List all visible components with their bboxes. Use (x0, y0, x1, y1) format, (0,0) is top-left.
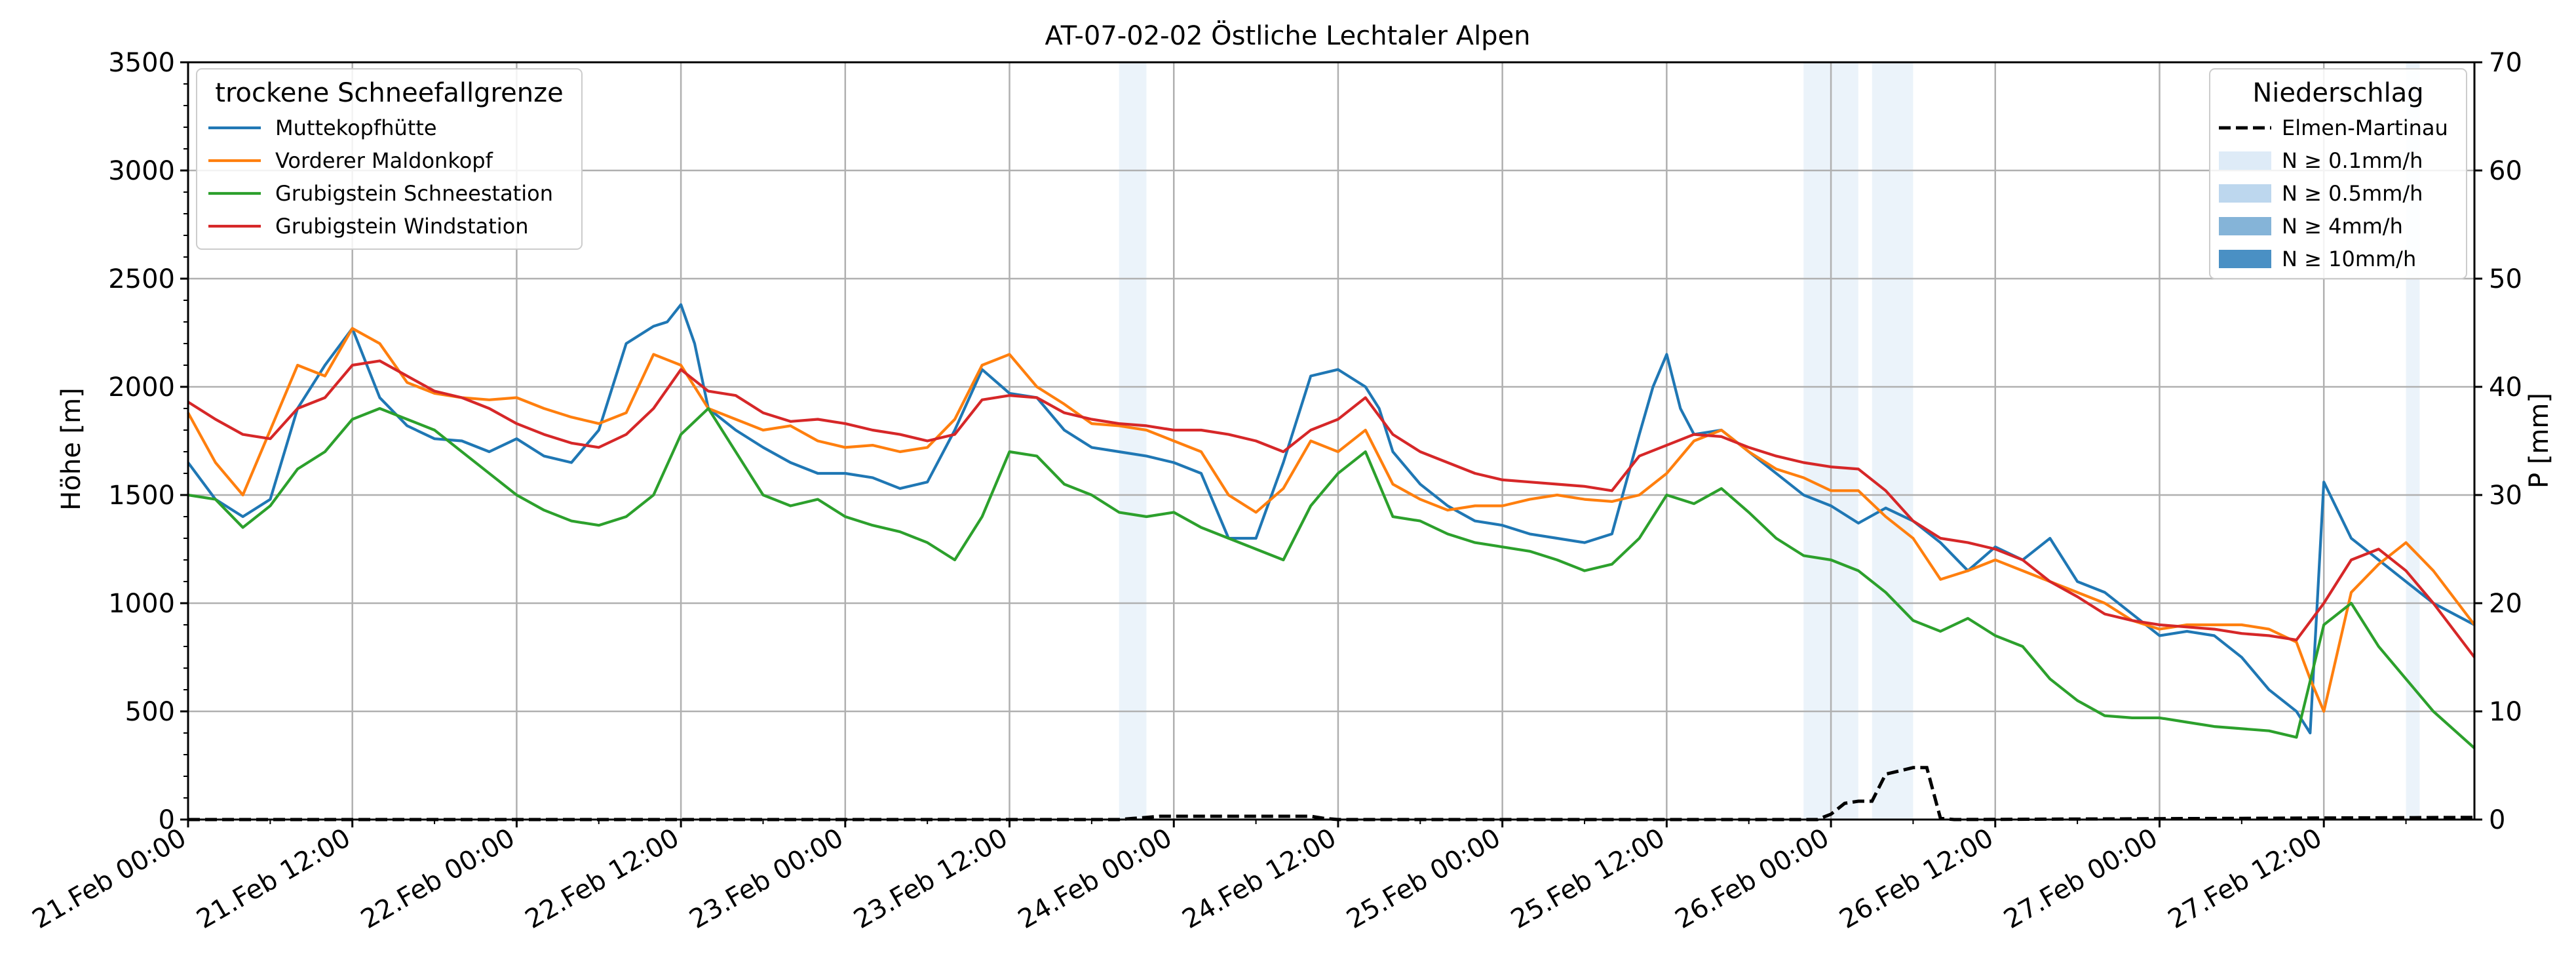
precip-band-2 (1872, 62, 1913, 820)
x-tick-label-12: 27.Feb 00:00 (1999, 823, 2163, 935)
y2-tick-label-4: 40 (2489, 372, 2522, 403)
legend-left-label-1: Vorderer Maldonkopf (275, 148, 493, 173)
x-tick-label-8: 25.Feb 00:00 (1341, 823, 1505, 935)
legend-right-box (2209, 68, 2467, 279)
y2-tick-label-1: 10 (2489, 697, 2522, 727)
x-tick-label-10: 26.Feb 00:00 (1670, 823, 1834, 935)
legend-right-swatch-3 (2219, 217, 2271, 235)
legend-right-label-1: N ≥ 0.1mm/h (2282, 148, 2423, 173)
y2-axis-label: P [mm] (2524, 393, 2554, 488)
x-tick-label-13: 27.Feb 12:00 (2163, 823, 2327, 935)
y2-tick-label-3: 30 (2489, 481, 2522, 511)
legend-left-label-0: Muttekopfhütte (275, 115, 437, 140)
legend-niederschlag: Niederschlag Elmen-Martinau N ≥ 0.1mm/h N ≥… (2209, 68, 2467, 279)
y2-tick-label-6: 60 (2489, 156, 2522, 186)
legend-right-swatch-2 (2219, 184, 2271, 203)
y-tick-label-1: 500 (125, 697, 175, 727)
x-tick-label-9: 25.Feb 12:00 (1506, 823, 1670, 935)
y-tick-label-0: 0 (159, 805, 175, 835)
legend-right-title: Niederschlag (2252, 78, 2423, 108)
legend-schneefallgrenze: trockene Schneefallgrenze Muttekopfhütte V… (196, 68, 583, 250)
legend-left-box (196, 68, 583, 250)
y-tick-label-4: 2000 (108, 372, 175, 403)
legend-right-swatch-4 (2219, 250, 2271, 268)
x-tick-label-5: 23.Feb 12:00 (849, 823, 1012, 935)
series-line-2 (187, 406, 2476, 749)
x-tick-label-1: 21.Feb 12:00 (191, 823, 355, 935)
y2-tick-label-5: 50 (2489, 264, 2522, 294)
legend-right-label-2: N ≥ 0.5mm/h (2282, 181, 2423, 206)
y-axis-label: Höhe [m] (56, 387, 87, 510)
legend-left-label-3: Grubigstein Windstation (275, 214, 529, 239)
series-line-1 (187, 327, 2476, 713)
legend-right-swatch-1 (2219, 151, 2271, 170)
plot-frame (187, 61, 2476, 821)
legend-left-label-2: Grubigstein Schneestation (275, 181, 553, 206)
legend-right-label-3: N ≥ 4mm/h (2282, 214, 2403, 239)
x-tick-label-6: 24.Feb 00:00 (1013, 823, 1177, 935)
legend-right-label-0: Elmen-Martinau (2282, 115, 2448, 140)
x-tick-label-0: 21.Feb 00:00 (28, 823, 191, 935)
x-tick-label-7: 24.Feb 12:00 (1178, 823, 1341, 935)
x-tick-label-4: 23.Feb 00:00 (685, 823, 849, 935)
y-tick-label-6: 3000 (108, 156, 175, 186)
precip-line (188, 766, 2475, 822)
x-tick-label-2: 22.Feb 00:00 (356, 823, 520, 935)
y-tick-label-5: 2500 (108, 264, 175, 294)
y-tick-label-3: 1500 (108, 481, 175, 511)
y2-tick-label-0: 0 (2489, 805, 2505, 835)
x-tick-label-3: 22.Feb 12:00 (520, 823, 684, 935)
series-line-3 (187, 359, 2476, 658)
series-line-0 (187, 303, 2475, 735)
x-tick-label-11: 26.Feb 12:00 (1835, 823, 1999, 935)
legend-left-title: trockene Schneefallgrenze (215, 78, 563, 108)
precip-band-0 (1119, 62, 1147, 820)
chart-title: AT-07-02-02 Östliche Lechtaler Alpen (1045, 20, 1530, 51)
y2-tick-label-7: 70 (2489, 48, 2522, 78)
y2-tick-label-2: 20 (2489, 589, 2522, 619)
legend-right-label-4: N ≥ 10mm/h (2282, 247, 2416, 271)
y-tick-label-7: 3500 (108, 48, 175, 78)
y-tick-label-2: 1000 (108, 589, 175, 619)
data-series (187, 303, 2476, 822)
